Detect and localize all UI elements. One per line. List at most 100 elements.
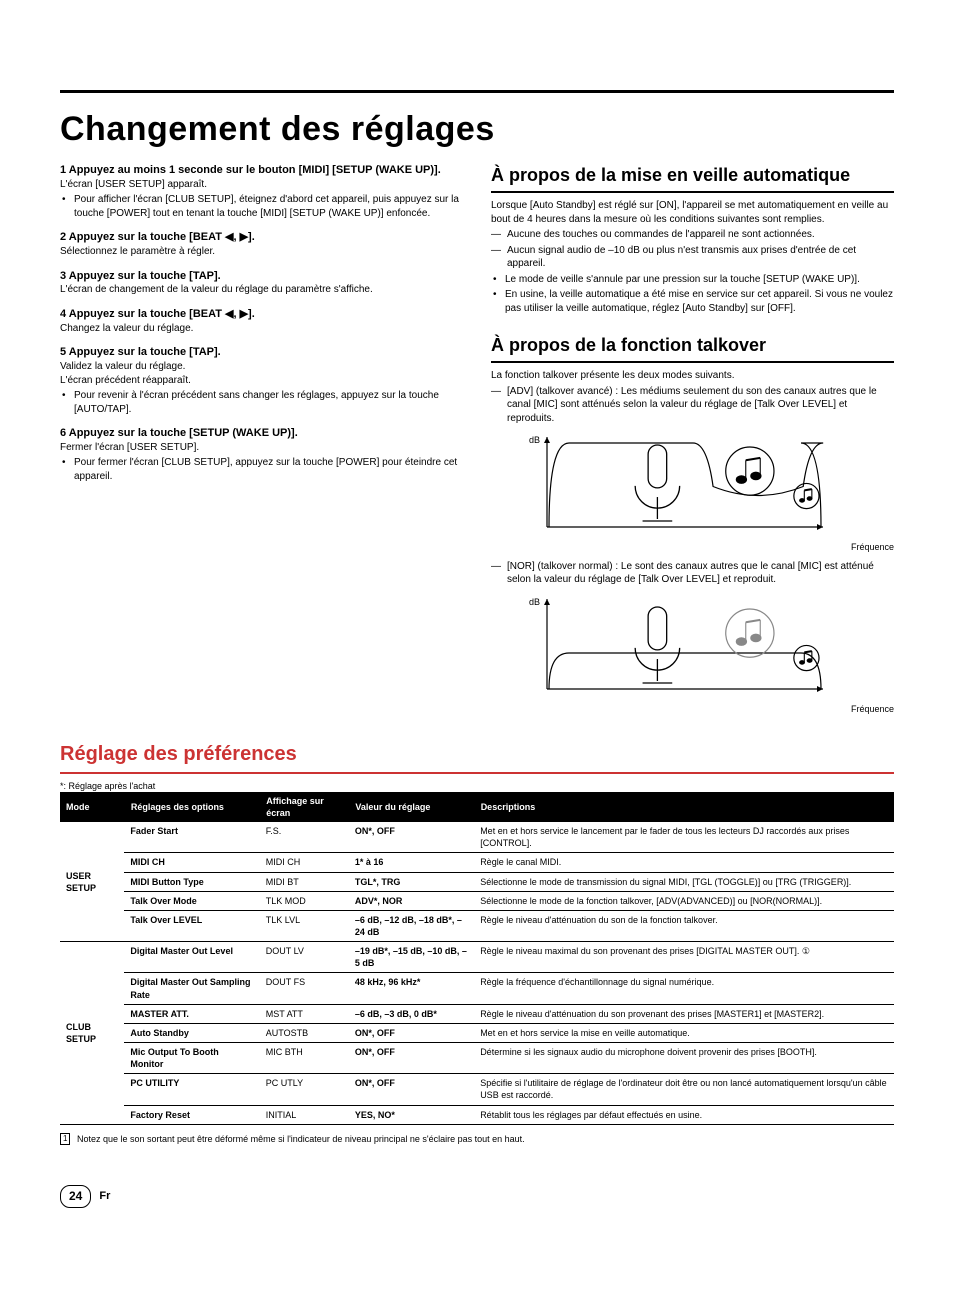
table-cell: MIDI CH bbox=[260, 853, 349, 872]
table-cell: ON*, OFF bbox=[349, 1023, 474, 1042]
prefs-col-header: Affichage sur écran bbox=[260, 792, 349, 822]
table-row: Auto StandbyAUTOSTBON*, OFFMet en et hor… bbox=[60, 1023, 894, 1042]
footnote-box-icon: 1 bbox=[60, 1133, 70, 1145]
table-cell: MASTER ATT. bbox=[124, 1004, 259, 1023]
table-cell: Auto Standby bbox=[124, 1023, 259, 1042]
table-cell: PC UTILITY bbox=[124, 1074, 259, 1105]
mode-cell: CLUB SETUP bbox=[60, 942, 124, 1125]
table-row: Mic Output To Booth MonitorMIC BTHON*, O… bbox=[60, 1043, 894, 1074]
table-cell: 48 kHz, 96 kHz* bbox=[349, 973, 474, 1004]
standby-dash-list: Aucune des touches ou commandes de l'app… bbox=[491, 228, 894, 271]
table-cell: Digital Master Out Level bbox=[124, 942, 259, 973]
standby-heading: À propos de la mise en veille automatiqu… bbox=[491, 163, 894, 193]
table-cell: 1* à 16 bbox=[349, 853, 474, 872]
step-heading: 3 Appuyez sur la touche [TAP]. bbox=[60, 269, 463, 284]
step-body: L'écran de changement de la valeur du ré… bbox=[60, 283, 463, 297]
table-cell: Règle la fréquence d'échantillonnage du … bbox=[474, 973, 893, 1004]
prefs-col-header: Réglages des options bbox=[124, 792, 259, 822]
prefs-footnote-star: *: Réglage après l'achat bbox=[60, 780, 894, 792]
table-cell: Fader Start bbox=[124, 822, 259, 853]
two-column-layout: 1 Appuyez au moins 1 seconde sur le bout… bbox=[60, 163, 894, 721]
table-cell: –6 dB, –3 dB, 0 dB* bbox=[349, 1004, 474, 1023]
table-cell: MIDI CH bbox=[124, 853, 259, 872]
table-cell: DOUT LV bbox=[260, 942, 349, 973]
table-cell: PC UTLY bbox=[260, 1074, 349, 1105]
table-cell: MST ATT bbox=[260, 1004, 349, 1023]
table-cell: –6 dB, –12 dB, –18 dB*, –24 dB bbox=[349, 910, 474, 941]
talkover-nor-item: [NOR] (talkover normal) : Le sont des ca… bbox=[491, 560, 894, 587]
table-cell: MIDI BT bbox=[260, 872, 349, 891]
table-cell: Met en et hors service le lancement par … bbox=[474, 822, 893, 853]
standby-intro: Lorsque [Auto Standby] est réglé sur [ON… bbox=[491, 199, 894, 226]
table-cell: Factory Reset bbox=[124, 1105, 259, 1124]
table-cell: Digital Master Out Sampling Rate bbox=[124, 973, 259, 1004]
prefs-col-header: Valeur du réglage bbox=[349, 792, 474, 822]
table-cell: Règle le niveau maximal du son provenant… bbox=[474, 942, 893, 973]
table-cell: Règle le canal MIDI. bbox=[474, 853, 893, 872]
table-cell: Mic Output To Booth Monitor bbox=[124, 1043, 259, 1074]
table-cell: ON*, OFF bbox=[349, 1074, 474, 1105]
table-cell: Sélectionne le mode de transmission du s… bbox=[474, 872, 893, 891]
table-cell: Talk Over LEVEL bbox=[124, 910, 259, 941]
step-body: Validez la valeur du réglage. bbox=[60, 360, 463, 374]
step-bullet-list: Pour afficher l'écran [CLUB SETUP], étei… bbox=[60, 193, 463, 220]
step-heading: 2 Appuyez sur la touche [BEAT ◀, ▶]. bbox=[60, 230, 463, 245]
talkover-intro: La fonction talkover présente les deux m… bbox=[491, 369, 894, 383]
table-cell: Sélectionne le mode de la fonction talko… bbox=[474, 891, 893, 910]
step-bullet: Pour revenir à l'écran précédent sans ch… bbox=[60, 389, 463, 416]
table-cell: Détermine si les signaux audio du microp… bbox=[474, 1043, 893, 1074]
table-row: MIDI CHMIDI CH1* à 16Règle le canal MIDI… bbox=[60, 853, 894, 872]
page-lang: Fr bbox=[99, 1189, 110, 1204]
table-row: Digital Master Out Sampling RateDOUT FS4… bbox=[60, 973, 894, 1004]
table-cell: TLK MOD bbox=[260, 891, 349, 910]
table-cell: MIC BTH bbox=[260, 1043, 349, 1074]
table-cell: Met en et hors service la mise en veille… bbox=[474, 1023, 893, 1042]
table-cell: INITIAL bbox=[260, 1105, 349, 1124]
table-cell: ADV*, NOR bbox=[349, 891, 474, 910]
table-cell: TGL*, TRG bbox=[349, 872, 474, 891]
step-heading: 5 Appuyez sur la touche [TAP]. bbox=[60, 345, 463, 360]
table-cell: Rétablit tous les réglages par défaut ef… bbox=[474, 1105, 893, 1124]
standby-bullet-item: En usine, la veille automatique a été mi… bbox=[491, 288, 894, 315]
step-bullet-list: Pour revenir à l'écran précédent sans ch… bbox=[60, 389, 463, 416]
standby-dash-item: Aucun signal audio de –10 dB ou plus n'e… bbox=[491, 244, 894, 271]
talkover-adv-dash: [ADV] (talkover avancé) : Les médiums se… bbox=[491, 385, 894, 426]
standby-bullet-item: Le mode de veille s'annule par une press… bbox=[491, 273, 894, 287]
step-heading: 6 Appuyez sur la touche [SETUP (WAKE UP)… bbox=[60, 426, 463, 441]
standby-bullet-list: Le mode de veille s'annule par une press… bbox=[491, 273, 894, 316]
step-bullet-list: Pour fermer l'écran [CLUB SETUP], appuye… bbox=[60, 456, 463, 483]
mode-cell: USER SETUP bbox=[60, 822, 124, 941]
step-body: Fermer l'écran [USER SETUP]. bbox=[60, 441, 463, 455]
table-cell: YES, NO* bbox=[349, 1105, 474, 1124]
prefs-footnote-text: Notez que le son sortant peut être défor… bbox=[77, 1134, 525, 1144]
right-column: À propos de la mise en veille automatiqu… bbox=[491, 163, 894, 721]
table-row: Factory ResetINITIALYES, NO*Rétablit tou… bbox=[60, 1105, 894, 1124]
table-cell: Spécifie si l'utilitaire de réglage de l… bbox=[474, 1074, 893, 1105]
page-footer: 24 Fr bbox=[60, 1185, 894, 1207]
step-heading: 1 Appuyez au moins 1 seconde sur le bout… bbox=[60, 163, 463, 178]
step-bullet: Pour afficher l'écran [CLUB SETUP], étei… bbox=[60, 193, 463, 220]
step-body: L'écran précédent réapparaît. bbox=[60, 374, 463, 388]
adv-chart-freq-label: Fréquence bbox=[519, 541, 894, 553]
step-body: L'écran [USER SETUP] apparaît. bbox=[60, 178, 463, 192]
table-cell: Règle le niveau d'atténuation du son de … bbox=[474, 910, 893, 941]
table-cell: F.S. bbox=[260, 822, 349, 853]
prefs-col-header: Descriptions bbox=[474, 792, 893, 822]
svg-text:dB: dB bbox=[529, 597, 540, 607]
prefs-col-header: Mode bbox=[60, 792, 124, 822]
table-row: MASTER ATT.MST ATT–6 dB, –3 dB, 0 dB*Règ… bbox=[60, 1004, 894, 1023]
table-cell: ON*, OFF bbox=[349, 822, 474, 853]
talkover-nor-dash: [NOR] (talkover normal) : Le sont des ca… bbox=[491, 560, 894, 587]
nor-chart-freq-label: Fréquence bbox=[519, 703, 894, 715]
standby-dash-item: Aucune des touches ou commandes de l'app… bbox=[491, 228, 894, 242]
table-row: USER SETUPFader StartF.S.ON*, OFFMet en … bbox=[60, 822, 894, 853]
table-cell: –19 dB*, –15 dB, –10 dB, –5 dB bbox=[349, 942, 474, 973]
page-number-badge: 24 bbox=[60, 1185, 91, 1207]
table-row: PC UTILITYPC UTLYON*, OFFSpécifie si l'u… bbox=[60, 1074, 894, 1105]
table-row: CLUB SETUPDigital Master Out LevelDOUT L… bbox=[60, 942, 894, 973]
table-cell: DOUT FS bbox=[260, 973, 349, 1004]
talkover-adv-item: [ADV] (talkover avancé) : Les médiums se… bbox=[491, 385, 894, 426]
step-body: Sélectionnez le paramètre à régler. bbox=[60, 245, 463, 259]
page-title: Changement des réglages bbox=[60, 107, 894, 153]
table-row: MIDI Button TypeMIDI BTTGL*, TRGSélectio… bbox=[60, 872, 894, 891]
